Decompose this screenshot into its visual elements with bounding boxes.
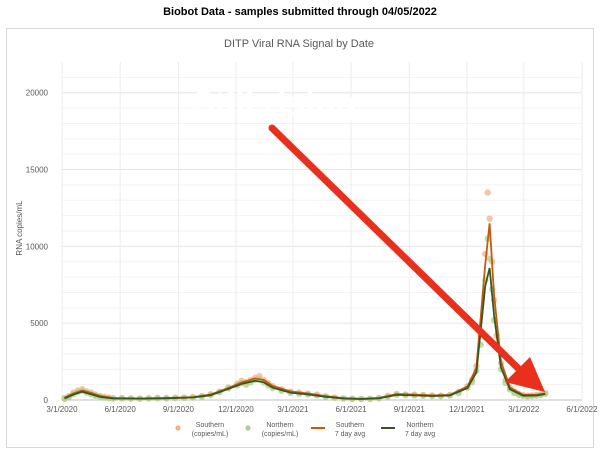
southern-point <box>484 189 491 196</box>
x-tick-label: 6/1/2021 <box>336 405 368 414</box>
x-tick-label: 6/1/2022 <box>566 405 598 414</box>
x-tick-label: 6/1/2020 <box>105 405 137 414</box>
chart-title: DITP Viral RNA Signal by Date <box>224 38 374 50</box>
x-tick-label: 9/1/2021 <box>394 405 426 414</box>
page-title: Biobot Data - samples submitted through … <box>163 6 437 18</box>
annotation: Still rising <box>192 85 545 392</box>
x-tick-label: 3/1/2022 <box>508 405 540 414</box>
legend-swatch <box>245 425 251 431</box>
southern-avg-line <box>64 223 546 400</box>
annotation-text: Still rising <box>192 85 356 123</box>
legend-label: Southern <box>196 422 225 429</box>
legend-label: 7 day avg <box>405 431 435 438</box>
southern-point <box>486 215 493 222</box>
x-tick-label: 9/1/2020 <box>163 405 195 414</box>
gridlines <box>61 62 583 401</box>
y-tick-label: 10000 <box>26 242 49 251</box>
legend-swatch <box>175 425 181 431</box>
chart-frame <box>6 28 594 448</box>
y-tick-label: 15000 <box>26 166 49 175</box>
y-tick-label: 5000 <box>30 319 48 328</box>
x-tick-label: 3/1/2021 <box>277 405 309 414</box>
x-axis-ticks: 3/1/2020 6/1/2020 9/1/2020 12/1/2020 3/1/202… <box>46 405 598 414</box>
legend-label: Northern <box>266 422 293 429</box>
annotation-arrowhead <box>505 357 545 392</box>
legend-label: (copies/mL) <box>192 431 229 438</box>
legend-label: Southern <box>336 422 365 429</box>
chart-marks <box>61 189 549 403</box>
x-tick-label: 12/1/2020 <box>218 405 254 414</box>
legend-label: 7 day avg <box>335 431 365 438</box>
legend-label: (copies/mL) <box>262 431 299 438</box>
y-tick-label: 20000 <box>26 89 49 98</box>
northern-avg-line <box>64 267 546 400</box>
y-tick-label: 0 <box>44 396 49 405</box>
y-axis-ticks: 0 5000 10000 15000 20000 <box>26 89 49 405</box>
legend-label: Northern <box>406 422 433 429</box>
y-axis-label: RNA copies/mL <box>15 200 24 256</box>
x-tick-label: 12/1/2021 <box>449 405 485 414</box>
legend: Southern (copies/mL) Northern (copies/mL) So… <box>175 422 435 438</box>
x-tick-label: 3/1/2020 <box>46 405 78 414</box>
annotation-arrow <box>268 124 526 376</box>
